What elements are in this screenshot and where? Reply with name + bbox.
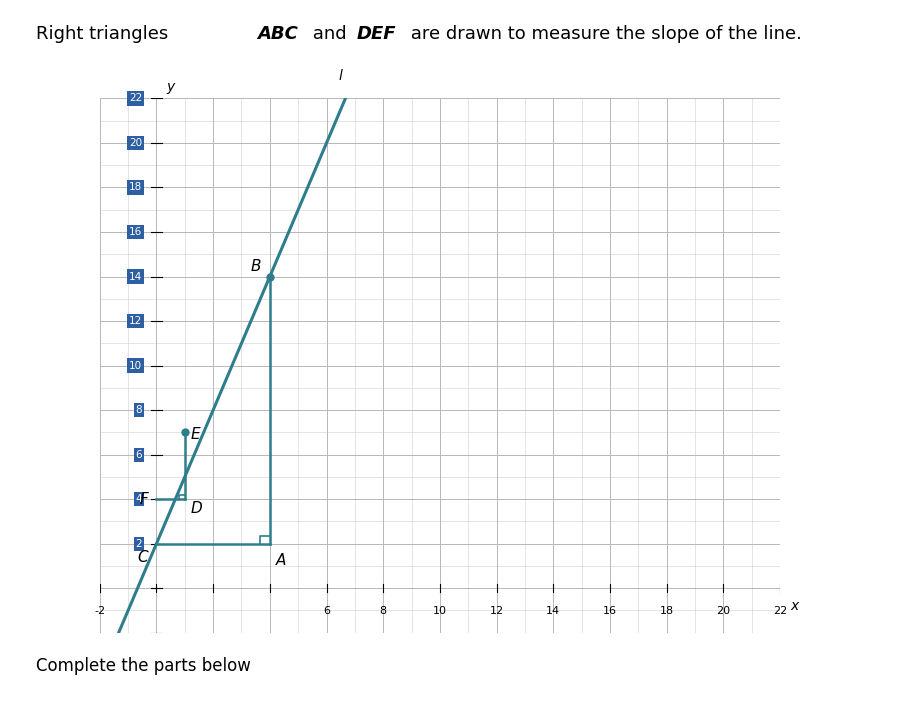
Text: D: D: [190, 501, 202, 517]
Text: 18: 18: [129, 183, 142, 193]
Text: 16: 16: [603, 606, 617, 616]
Text: 20: 20: [129, 138, 142, 148]
Text: C: C: [137, 550, 148, 565]
Text: 20: 20: [717, 606, 730, 616]
Text: Complete the parts below: Complete the parts below: [36, 657, 251, 675]
Text: 16: 16: [129, 227, 142, 237]
Text: 12: 12: [490, 606, 503, 616]
Text: 14: 14: [129, 271, 142, 281]
Text: DEF: DEF: [356, 25, 396, 43]
Text: 6: 6: [136, 450, 142, 460]
Text: B: B: [251, 259, 261, 274]
Text: 10: 10: [129, 361, 142, 370]
Text: 8: 8: [380, 606, 386, 616]
Text: y: y: [167, 80, 175, 94]
Text: 12: 12: [129, 316, 142, 326]
Text: ABC: ABC: [258, 25, 298, 43]
Text: 22: 22: [129, 93, 142, 103]
Text: 4: 4: [136, 494, 142, 504]
Text: 22: 22: [773, 606, 787, 616]
Text: 2: 2: [136, 538, 142, 548]
Text: l: l: [338, 69, 343, 83]
Text: 8: 8: [136, 405, 142, 415]
Text: E: E: [190, 427, 200, 442]
Text: and: and: [307, 25, 352, 43]
Text: are drawn to measure the slope of the line.: are drawn to measure the slope of the li…: [405, 25, 803, 43]
Text: 10: 10: [433, 606, 447, 616]
Text: x: x: [790, 599, 798, 613]
Text: 14: 14: [546, 606, 561, 616]
Text: Right triangles: Right triangles: [36, 25, 174, 43]
Text: -2: -2: [94, 606, 105, 616]
Text: 18: 18: [659, 606, 674, 616]
Text: F: F: [139, 491, 148, 507]
Text: 6: 6: [323, 606, 330, 616]
Text: A: A: [276, 553, 286, 567]
